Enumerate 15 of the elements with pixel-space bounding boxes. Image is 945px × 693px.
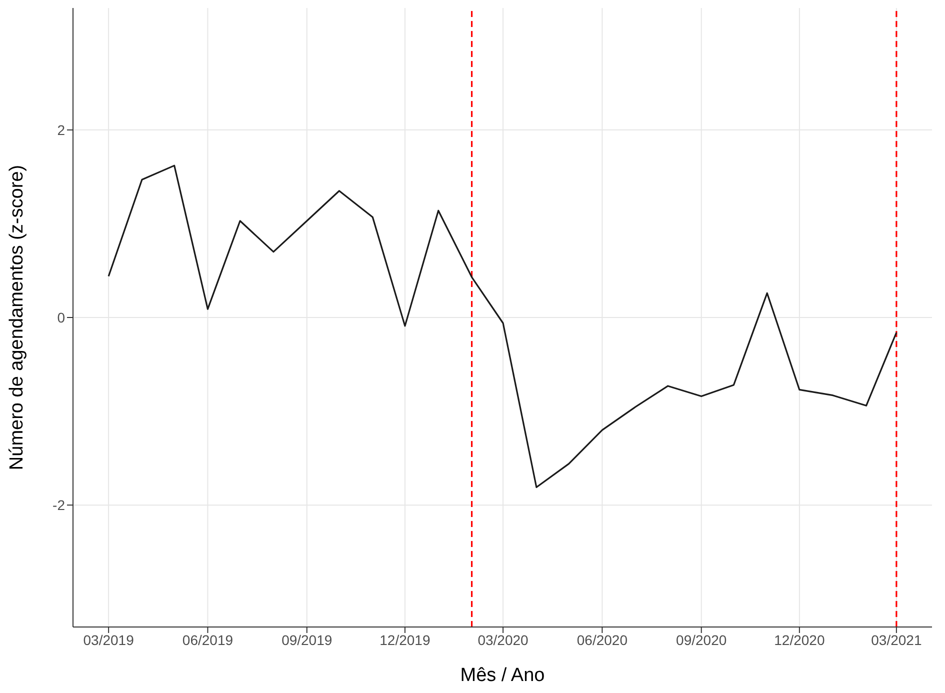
- x-axis-title: Mês / Ano: [460, 665, 545, 686]
- y-tick-label: -2: [52, 497, 66, 514]
- x-tick-label: 06/2020: [576, 632, 628, 648]
- x-tick-label: 03/2021: [871, 632, 922, 648]
- line-series: [108, 164, 898, 488]
- x-tick-label: 12/2020: [774, 632, 825, 648]
- x-tick-label: 06/2019: [182, 632, 234, 648]
- x-tick-label: 03/2020: [478, 632, 529, 648]
- x-tick-label: 09/2020: [676, 632, 727, 648]
- y-tick-label: 0: [57, 309, 66, 326]
- y-tick-label: 2: [57, 122, 66, 138]
- x-tick-label: 12/2019: [380, 632, 430, 648]
- x-tick-label: 09/2019: [282, 632, 332, 648]
- x-tick-label: 03/2019: [83, 632, 134, 648]
- y-axis-title: Número de agendamentos (z-score): [6, 164, 28, 470]
